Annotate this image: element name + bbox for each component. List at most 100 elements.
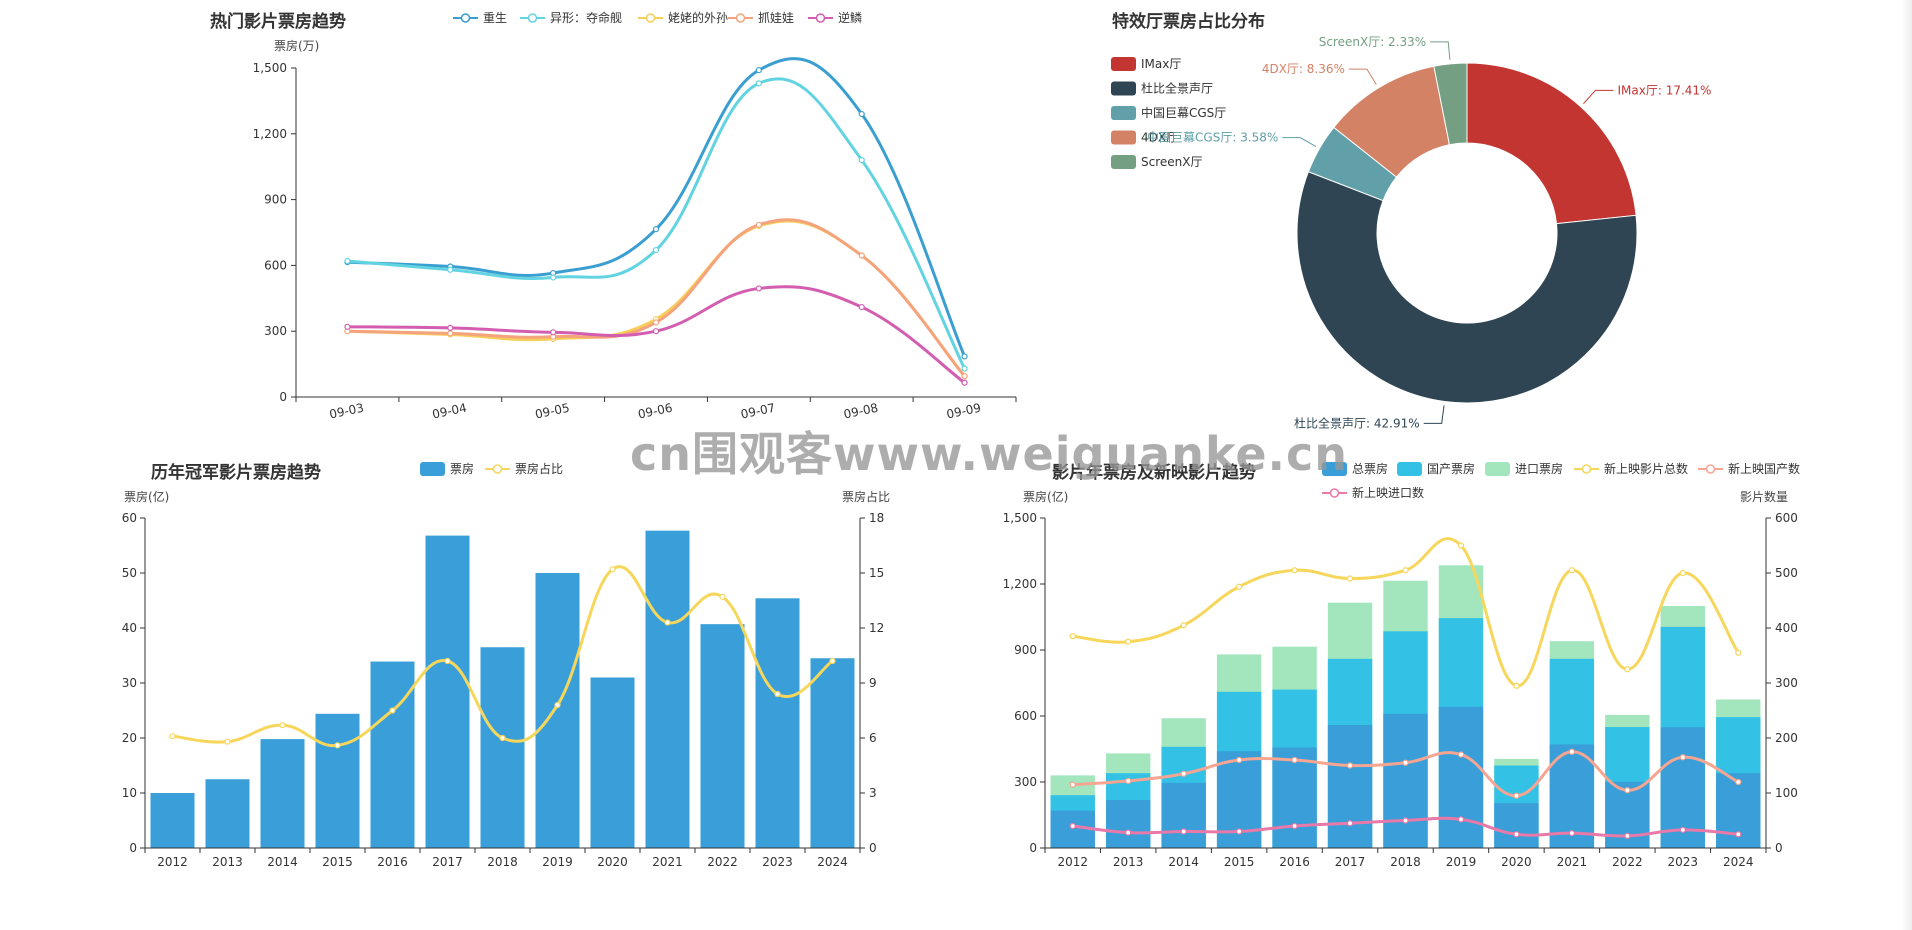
legend-item-6: 新上映进口数 <box>1352 485 1424 500</box>
x-tick-label: 2021 <box>652 855 683 869</box>
data-point <box>1402 759 1409 766</box>
data-point <box>1346 575 1354 582</box>
y-tick-label-right: 15 <box>869 566 884 580</box>
data-point <box>1457 542 1465 549</box>
data-point <box>1402 817 1409 824</box>
slice-label-1: IMax厅: 17.41% <box>1618 83 1712 97</box>
data-point <box>652 246 660 254</box>
legend-item-2: 异形：夺命舰 <box>550 10 622 25</box>
legend-item-3-swatch <box>1485 462 1510 476</box>
x-tick-label: 2016 <box>377 855 408 869</box>
y-tick-label-right: 3 <box>869 786 877 800</box>
data-point <box>344 323 351 330</box>
y-tick-label-left: 30 <box>122 676 137 690</box>
data-point <box>1679 569 1686 577</box>
legend-item-3-marker <box>645 13 656 23</box>
legend-item-3: 中国巨幕CGS厅 <box>1141 105 1226 120</box>
x-tick-label: 2013 <box>1113 855 1144 869</box>
y-tick-label: 900 <box>264 193 287 207</box>
data-point <box>1069 781 1076 788</box>
data-point <box>224 738 231 745</box>
y-tick-label-left: 300 <box>1014 775 1037 789</box>
bar-series-1 <box>1272 747 1317 848</box>
legend-item-1: 重生 <box>483 11 507 25</box>
bar-series-1 <box>1161 782 1206 848</box>
legend-swatch-3 <box>1111 106 1136 120</box>
legend-item-2-swatch <box>1397 462 1422 476</box>
x-tick-label: 2023 <box>1668 855 1699 869</box>
chart-title: 影片年票房及新映影片趋势 <box>1052 462 1256 483</box>
bar <box>590 677 635 848</box>
data-point <box>1346 820 1354 827</box>
x-tick-label: 2023 <box>762 855 793 869</box>
data-point <box>858 252 865 259</box>
data-point <box>1180 622 1187 629</box>
y-tick-label-right: 600 <box>1775 511 1798 525</box>
x-tick-label: 2024 <box>817 855 848 869</box>
x-tick-label: 2015 <box>322 855 353 869</box>
legend-item-2-marker <box>527 13 538 23</box>
bar <box>425 535 470 848</box>
y-tick-label-right: 9 <box>869 676 877 690</box>
x-tick-label: 2015 <box>1224 855 1255 869</box>
legend-item-4-marker <box>1581 464 1592 474</box>
data-point <box>1236 756 1243 764</box>
bar <box>645 530 690 848</box>
legend-item-4-marker <box>735 13 746 23</box>
y-tick-label-left: 50 <box>122 566 137 580</box>
y-tick-label-right: 100 <box>1775 786 1798 800</box>
legend-item-4: 抓娃娃 <box>758 11 794 25</box>
x-tick-label: 2016 <box>1279 855 1310 869</box>
label-line-2 <box>1423 405 1445 424</box>
legend-item-3: 进口票房 <box>1515 461 1563 476</box>
y-tick-label-right: 200 <box>1775 731 1798 745</box>
x-tick-label: 2024 <box>1723 855 1754 869</box>
bar <box>205 779 250 848</box>
legend-item-1: 票房 <box>450 461 474 476</box>
x-tick-label: 2017 <box>432 855 463 869</box>
data-point <box>858 110 865 118</box>
legend-swatch-4 <box>1111 130 1136 145</box>
data-point <box>1513 682 1520 689</box>
data-point <box>550 274 557 281</box>
data-point <box>444 657 451 665</box>
bar-series-1 <box>1106 800 1151 848</box>
y-axis-label-right: 影片数量 <box>1740 489 1788 504</box>
x-tick-label: 2020 <box>597 855 628 869</box>
y-tick-label-right: 18 <box>869 511 884 525</box>
data-point <box>344 257 351 265</box>
data-point <box>1568 830 1575 837</box>
series-line-1 <box>347 57 966 358</box>
legend-item-2: 国产票房 <box>1427 461 1475 476</box>
legend-item-1-swatch <box>420 462 445 476</box>
y-tick-label: 600 <box>264 258 287 272</box>
legend-item-5: 逆鳞 <box>838 10 862 25</box>
data-point <box>961 353 968 360</box>
legend-item-1-swatch <box>1322 462 1347 476</box>
y-axis-label-left: 票房(亿) <box>1023 489 1068 504</box>
data-point <box>447 324 454 332</box>
data-point <box>1735 649 1742 656</box>
series-line-2 <box>347 77 966 370</box>
legend-swatch-1 <box>1111 57 1136 71</box>
chart-title: 热门影片票房趋势 <box>210 11 346 32</box>
slice-5 <box>1433 62 1468 146</box>
data-point <box>1180 828 1187 835</box>
data-point <box>1624 832 1631 840</box>
label-line-5 <box>1430 41 1451 60</box>
legend-item-1-marker <box>460 13 471 23</box>
data-point <box>1624 666 1631 673</box>
bar-series-1 <box>1327 725 1373 848</box>
legend-item-4: 4DX厅 <box>1141 131 1178 145</box>
legend-item-5: 新上映国产数 <box>1728 461 1800 476</box>
data-point <box>755 67 762 74</box>
y-tick-label-left: 10 <box>122 786 137 800</box>
y-tick-label: 300 <box>264 324 287 338</box>
data-point <box>652 226 660 233</box>
bar <box>535 573 580 848</box>
bar <box>810 658 855 848</box>
legend-item-5-marker <box>815 13 826 23</box>
